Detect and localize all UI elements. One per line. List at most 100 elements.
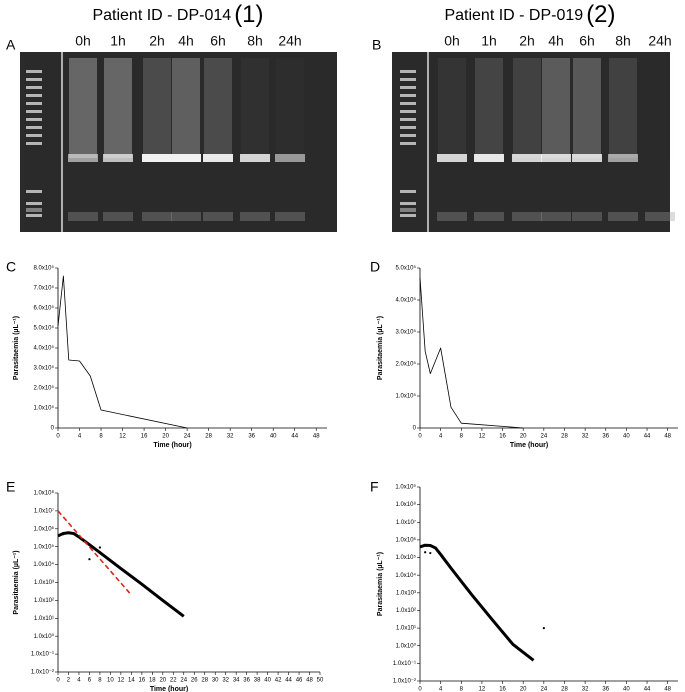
x-tick-label: 2 <box>67 678 71 684</box>
x-tick-label: 16 <box>141 434 148 440</box>
x-tick-label: 4 <box>439 687 443 692</box>
title-text: Patient ID - DP-014 <box>92 7 231 24</box>
y-tick-label: 4.0x10⁵ <box>33 345 54 352</box>
data-point <box>88 558 91 561</box>
x-tick-label: 48 <box>306 678 313 684</box>
y-tick-label: 1.0x10⁵ <box>33 543 54 550</box>
ladder-band <box>400 126 416 129</box>
x-tick-label: 24 <box>184 434 191 440</box>
x-tick-label: 44 <box>644 687 651 692</box>
x-tick-label: 20 <box>520 434 527 440</box>
ladder-band <box>26 118 42 121</box>
lane-label: 1h <box>481 33 497 49</box>
x-tick-label: 32 <box>582 434 589 440</box>
ladder-band <box>400 202 416 205</box>
x-tick-label: 12 <box>479 434 486 440</box>
y-tick-label: 1.0x10⁴ <box>33 561 54 568</box>
ladder-band <box>26 134 42 137</box>
y-tick-label: 8.0x10⁵ <box>33 265 54 272</box>
smear <box>143 58 171 158</box>
x-tick-label: 14 <box>128 678 135 684</box>
y-tick-label: 3.0x10⁵ <box>33 365 54 372</box>
x-tick-label: 36 <box>248 434 255 440</box>
gel-title: Patient ID - DP-014 (1) <box>92 1 263 28</box>
x-tick-label: 16 <box>138 678 145 684</box>
x-tick-label: 50 <box>317 678 324 684</box>
primer-band <box>142 212 172 221</box>
ladder-band <box>400 110 416 113</box>
y-tick-label: 1.0x10⁻² <box>31 670 54 676</box>
band <box>541 154 571 162</box>
y-tick-label: 2.0x10⁵ <box>395 361 416 368</box>
panel-label: B <box>372 37 381 53</box>
data-line <box>419 277 524 429</box>
x-tick-label: 48 <box>313 434 320 440</box>
primer-band <box>512 212 542 221</box>
ladder-band <box>400 94 416 97</box>
lane-label: 6h <box>579 33 595 49</box>
x-tick-label: 12 <box>479 687 486 692</box>
x-tick-label: 32 <box>227 434 234 440</box>
band <box>240 154 270 162</box>
y-tick-label: 1.0x10⁷ <box>34 507 54 514</box>
band <box>608 154 638 162</box>
data-line <box>419 543 535 662</box>
x-tick-label: 12 <box>118 678 125 684</box>
lane-label: 2h <box>149 33 165 49</box>
x-tick-label: 40 <box>270 434 277 440</box>
primer-band <box>171 212 201 221</box>
x-tick-label: 44 <box>285 678 292 684</box>
y-tick-label: 1.0x10⁵ <box>395 393 416 400</box>
x-tick-label: 6 <box>88 678 92 684</box>
y-tick-label: 5.0x10⁵ <box>395 265 416 272</box>
x-tick-label: 8 <box>460 434 464 440</box>
lane-label: 0h <box>75 33 91 49</box>
x-tick-label: 28 <box>561 687 568 692</box>
x-tick-label: 40 <box>264 678 271 684</box>
ladder-band <box>26 202 42 205</box>
y-tick-label: 0 <box>413 426 417 432</box>
y-tick-label: 1.0x10⁵ <box>33 405 54 412</box>
gel <box>20 52 337 232</box>
panel-label: F <box>370 479 379 495</box>
primer-band <box>645 212 675 221</box>
band <box>437 154 467 162</box>
data-point <box>98 546 102 549</box>
y-axis-label: Parasitaemia (µL⁻¹) <box>377 552 384 616</box>
x-tick-label: 44 <box>644 434 651 440</box>
lane-label: 1h <box>110 33 126 49</box>
panel-label: D <box>370 259 380 275</box>
y-tick-label: 1.0x10⁹ <box>395 484 416 491</box>
x-tick-label: 4 <box>77 678 81 684</box>
ladder-band <box>400 78 416 81</box>
lane-label: 4h <box>178 33 194 49</box>
y-tick-label: 4.0x10⁵ <box>395 297 416 304</box>
x-tick-label: 38 <box>254 678 261 684</box>
x-tick-label: 28 <box>201 678 208 684</box>
y-tick-label: 1.0x10⁷ <box>396 519 416 526</box>
x-tick-label: 4 <box>78 434 82 440</box>
ladder-band <box>26 94 42 97</box>
x-axis-label: Time (hour) <box>153 442 191 449</box>
title-number: (2) <box>586 1 615 28</box>
y-tick-label: 1.0x10⁴ <box>395 572 416 579</box>
y-tick-label: 1.0x10⁸ <box>395 501 416 508</box>
ladder-band <box>400 70 416 73</box>
primer-band <box>474 212 504 221</box>
x-tick-label: 20 <box>162 434 169 440</box>
band <box>203 154 233 162</box>
lane-label: 8h <box>247 33 263 49</box>
x-tick-label: 44 <box>291 434 298 440</box>
y-tick-label: 1.0x10² <box>396 608 416 614</box>
y-tick-label: 0 <box>51 426 55 432</box>
panel-label: E <box>6 479 15 495</box>
lane-label: 4h <box>548 33 564 49</box>
x-tick-label: 18 <box>149 678 156 684</box>
ladder-band <box>26 126 42 129</box>
y-tick-label: 1.0x10¹ <box>396 626 416 632</box>
band <box>474 154 504 162</box>
data-line <box>57 531 185 618</box>
band <box>171 154 201 162</box>
